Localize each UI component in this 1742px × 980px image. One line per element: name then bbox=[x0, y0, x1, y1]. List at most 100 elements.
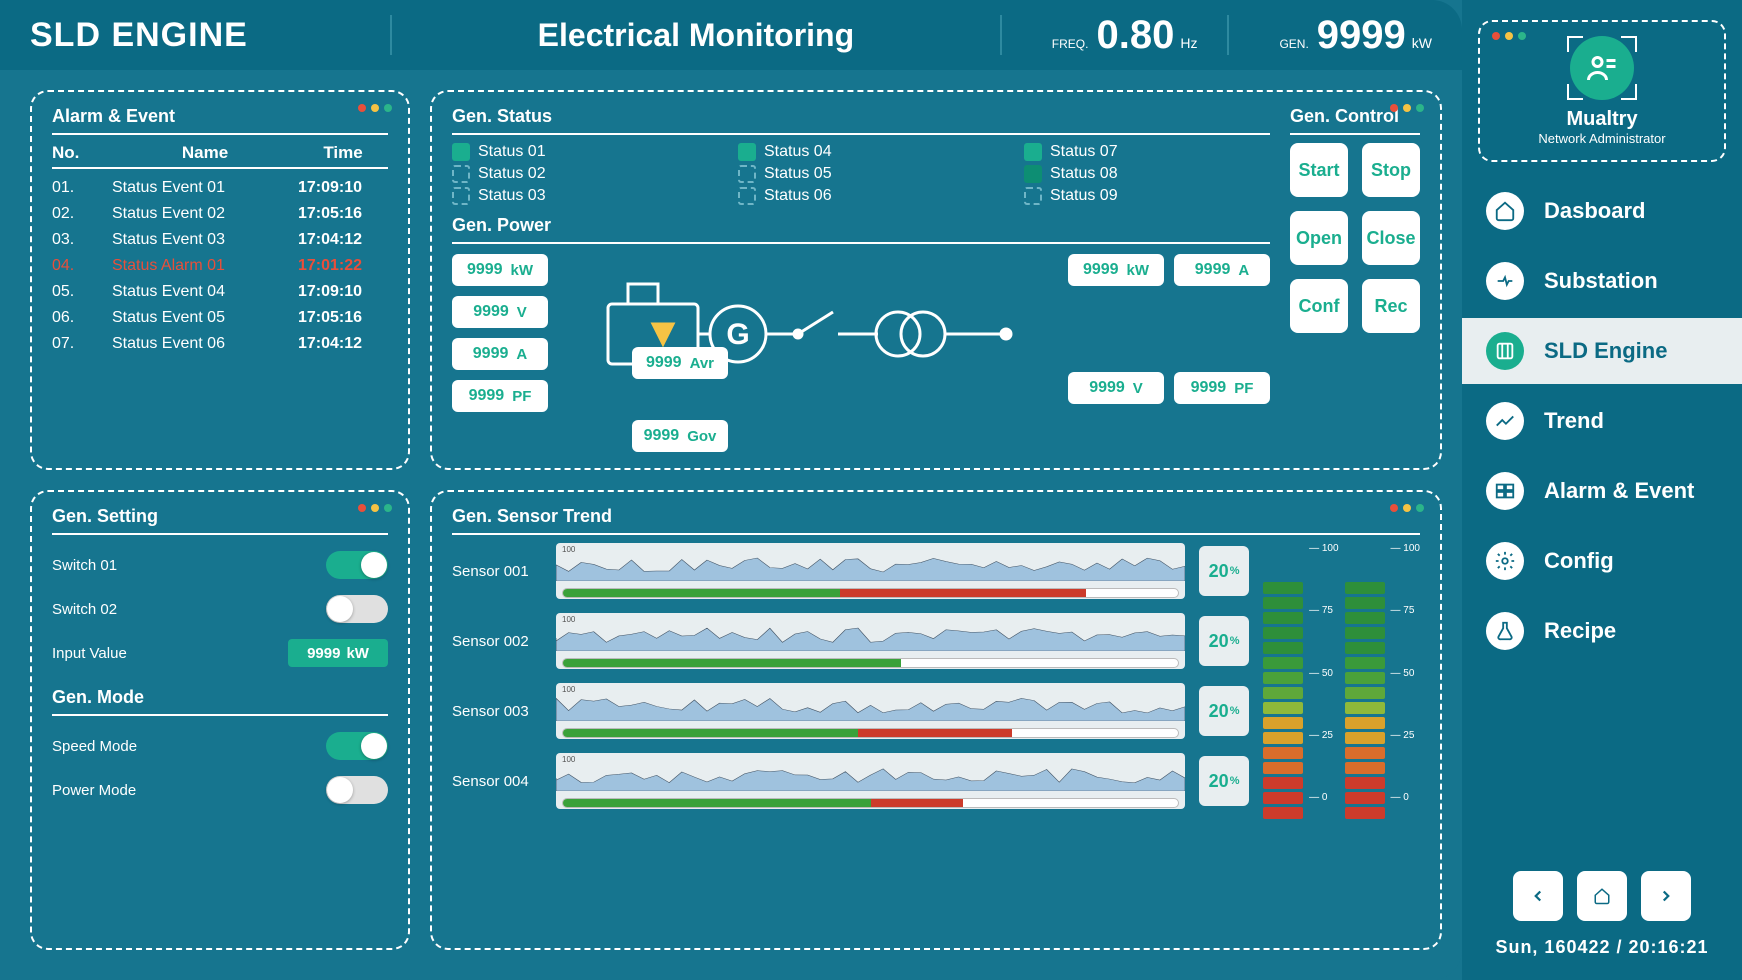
sensor-pct: 20% bbox=[1199, 756, 1249, 806]
power-readout: 9999PF bbox=[452, 380, 548, 412]
avatar-icon bbox=[1570, 36, 1634, 100]
status-item: Status 04 bbox=[738, 143, 984, 161]
gen-status-panel: Gen. Status Status 01 Status 04 Status 07 S… bbox=[430, 90, 1442, 470]
status-indicator bbox=[738, 165, 756, 183]
sensor-row: Sensor 002 100 20% bbox=[452, 613, 1249, 669]
open-button[interactable]: Open bbox=[1290, 211, 1348, 265]
power-readout: 9999kW bbox=[1068, 254, 1164, 286]
nav-item-dasboard[interactable]: Dasboard bbox=[1462, 178, 1742, 244]
header-divider bbox=[1000, 15, 1002, 55]
input-value-field[interactable]: 9999 kW bbox=[288, 639, 388, 667]
start-button[interactable]: Start bbox=[1290, 143, 1348, 197]
gen-power-title: Gen. Power bbox=[452, 215, 1270, 236]
gen-status-title: Gen. Status bbox=[452, 106, 1270, 127]
status-indicator bbox=[452, 187, 470, 205]
traffic-lights bbox=[358, 104, 392, 112]
sensor-name: Sensor 002 bbox=[452, 633, 542, 650]
nav-forward-button[interactable] bbox=[1641, 871, 1691, 921]
status-indicator bbox=[1024, 187, 1042, 205]
power-readout: 9999PF bbox=[1174, 372, 1270, 404]
status-indicator bbox=[452, 165, 470, 183]
gen-setting-panel: Gen. Setting Switch 01Switch 02 Input Va… bbox=[30, 490, 410, 950]
status-indicator bbox=[738, 187, 756, 205]
sub-icon bbox=[1486, 262, 1524, 300]
sensor-name: Sensor 001 bbox=[452, 563, 542, 580]
nav-item-config[interactable]: Config bbox=[1462, 528, 1742, 594]
user-name: Mualtry bbox=[1494, 108, 1710, 131]
nav-home-button[interactable] bbox=[1577, 871, 1627, 921]
nav-label: SLD Engine bbox=[1544, 338, 1667, 364]
sensor-row: Sensor 003 100 20% bbox=[452, 683, 1249, 739]
gen-mode-title: Gen. Mode bbox=[52, 687, 388, 708]
sensor-name: Sensor 003 bbox=[452, 703, 542, 720]
gen-metric: GEN. 9999 kW bbox=[1279, 13, 1432, 58]
traffic-lights bbox=[358, 504, 392, 512]
sensor-trend-chart: 100 bbox=[556, 543, 1185, 599]
stop-button[interactable]: Stop bbox=[1362, 143, 1420, 197]
sld-diagram: G bbox=[562, 254, 1054, 404]
status-indicator bbox=[738, 143, 756, 161]
sensor-trend-panel: Gen. Sensor Trend Sensor 001 100 20% Sen… bbox=[430, 490, 1442, 950]
sensor-trend-chart: 100 bbox=[556, 683, 1185, 739]
traffic-lights bbox=[1390, 104, 1424, 112]
status-indicator bbox=[452, 143, 470, 161]
power-readout: 9999A bbox=[452, 338, 548, 370]
nav-item-trend[interactable]: Trend bbox=[1462, 388, 1742, 454]
gen-setting-title: Gen. Setting bbox=[52, 506, 388, 527]
alarm-table-header: No. Name Time bbox=[52, 143, 388, 169]
trend-icon bbox=[1486, 402, 1524, 440]
alarm-row: 03.Status Event 0317:04:12 bbox=[52, 227, 388, 253]
power-readout: 9999V bbox=[452, 296, 548, 328]
nav-item-sld-engine[interactable]: SLD Engine bbox=[1462, 318, 1742, 384]
toggle-switch[interactable] bbox=[326, 732, 388, 760]
status-item: Status 03 bbox=[452, 187, 698, 205]
close-button[interactable]: Close bbox=[1362, 211, 1420, 265]
status-item: Status 07 bbox=[1024, 143, 1270, 161]
power-gov: 9999Gov bbox=[632, 420, 728, 452]
status-item: Status 06 bbox=[738, 187, 984, 205]
profile-card: Mualtry Network Administrator bbox=[1478, 20, 1726, 162]
sld-icon bbox=[1486, 332, 1524, 370]
toggle-switch[interactable] bbox=[326, 776, 388, 804]
nav-item-recipe[interactable]: Recipe bbox=[1462, 598, 1742, 664]
power-readout: 9999V bbox=[1068, 372, 1164, 404]
nav-label: Substation bbox=[1544, 268, 1658, 294]
sensor-pct: 20% bbox=[1199, 616, 1249, 666]
datetime-display: Sun, 160422 / 20:16:21 bbox=[1462, 921, 1742, 980]
gen-label: GEN. bbox=[1279, 37, 1308, 51]
sensor-name: Sensor 004 bbox=[452, 773, 542, 790]
nav-item-substation[interactable]: Substation bbox=[1462, 248, 1742, 314]
nav-label: Config bbox=[1544, 548, 1614, 574]
page-title: Electrical Monitoring bbox=[422, 17, 970, 54]
alarm-row: 01.Status Event 0117:09:10 bbox=[52, 175, 388, 201]
nav-label: Dasboard bbox=[1544, 198, 1645, 224]
conf-button[interactable]: Conf bbox=[1290, 279, 1348, 333]
alarm-icon bbox=[1486, 472, 1524, 510]
freq-unit: Hz bbox=[1180, 35, 1197, 51]
freq-metric: FREQ. 0.80 Hz bbox=[1052, 13, 1198, 58]
mode-label: Speed Mode bbox=[52, 738, 137, 755]
status-item: Status 09 bbox=[1024, 187, 1270, 205]
header-divider bbox=[1227, 15, 1229, 55]
toggle-switch[interactable] bbox=[326, 595, 388, 623]
power-readout: 9999A bbox=[1174, 254, 1270, 286]
rec-button[interactable]: Rec bbox=[1362, 279, 1420, 333]
sensor-pct: 20% bbox=[1199, 546, 1249, 596]
switch-label: Switch 01 bbox=[52, 557, 117, 574]
nav-item-alarm-event[interactable]: Alarm & Event bbox=[1462, 458, 1742, 524]
gear-icon bbox=[1486, 542, 1524, 580]
home-icon bbox=[1486, 192, 1524, 230]
sensor-pct: 20% bbox=[1199, 686, 1249, 736]
status-item: Status 02 bbox=[452, 165, 698, 183]
app-brand: SLD ENGINE bbox=[30, 16, 360, 55]
nav-label: Alarm & Event bbox=[1544, 478, 1694, 504]
toggle-switch[interactable] bbox=[326, 551, 388, 579]
status-item: Status 08 bbox=[1024, 165, 1270, 183]
nav-label: Recipe bbox=[1544, 618, 1616, 644]
power-avr: 9999Avr bbox=[632, 347, 728, 379]
svg-text:G: G bbox=[726, 318, 749, 351]
freq-value: 0.80 bbox=[1096, 13, 1174, 58]
nav-back-button[interactable] bbox=[1513, 871, 1563, 921]
status-item: Status 01 bbox=[452, 143, 698, 161]
status-item: Status 05 bbox=[738, 165, 984, 183]
